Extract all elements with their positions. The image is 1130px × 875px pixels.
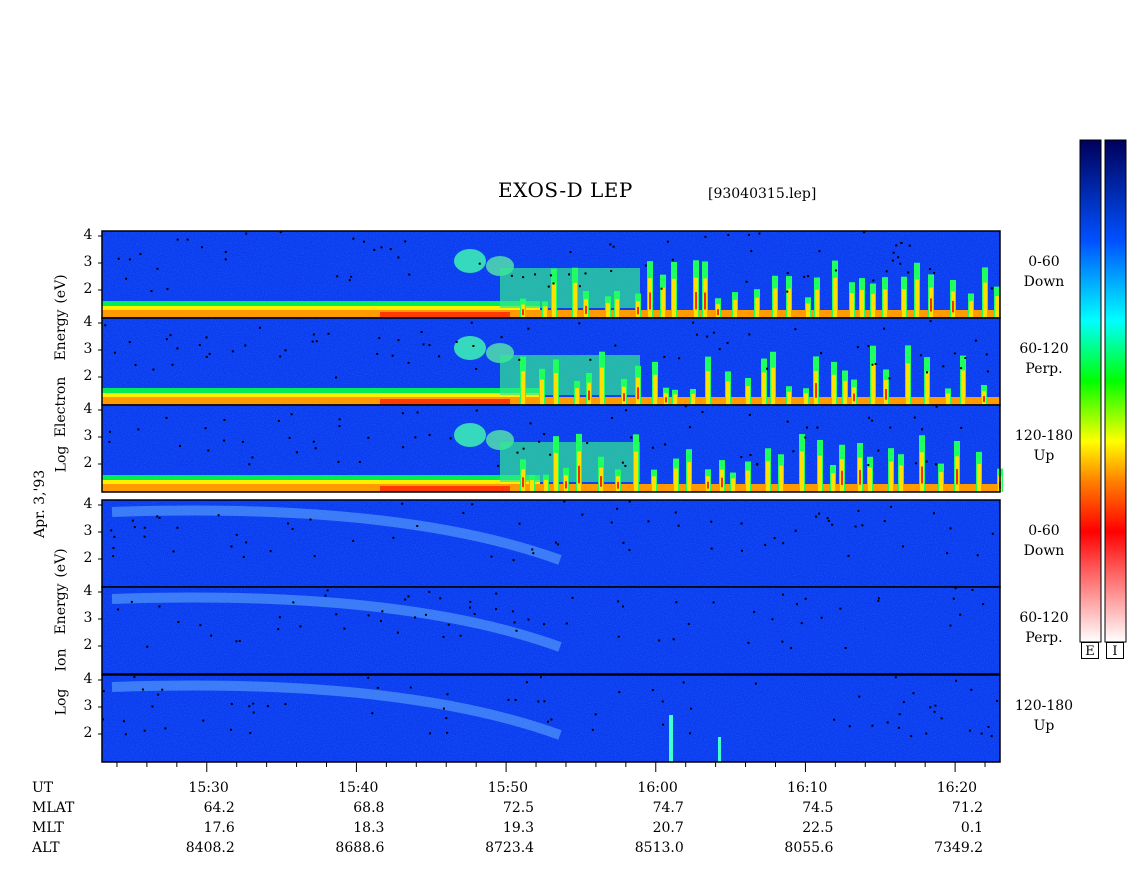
y-tick-label: 3 [83, 428, 93, 444]
y-tick-label: 2 [83, 725, 93, 741]
colorbar-ion [1104, 139, 1127, 643]
y-tick-label: 4 [83, 583, 93, 599]
y-tick-label: 2 [83, 368, 93, 384]
ephemeris-mlt-value: 17.6 [203, 820, 235, 836]
ephemeris-label-mlat: MLAT [32, 800, 75, 816]
spectrogram-panel-3 [101, 404, 1003, 493]
ephemeris-label-mlt: MLT [32, 820, 64, 836]
y-tick-label: 3 [83, 341, 93, 357]
y-tick-label: 4 [83, 401, 93, 417]
ephemeris-ut-value: 16:10 [787, 780, 828, 796]
ephemeris-mlt-value: 20.7 [652, 820, 684, 836]
ephemeris-mlt-value: 18.3 [353, 820, 385, 836]
spectrogram-panel-6 [101, 674, 1001, 763]
electron-ylabel-word-0: Log [53, 445, 69, 473]
file-name: [93040315.lep] [708, 186, 817, 202]
y-tick-label: 4 [83, 227, 93, 243]
ephemeris-ut-value: 15:30 [188, 780, 229, 796]
channel-label-2-direction: Perp. [1025, 361, 1063, 377]
ephemeris-mlt-value: 0.1 [960, 820, 984, 836]
ion-ylabel-word-2: Energy [53, 583, 69, 635]
channel-label-6-range: 120-180 [1014, 698, 1074, 714]
channel-label-6-direction: Up [1033, 718, 1055, 734]
ephemeris-mlt-value: 22.5 [802, 820, 834, 836]
y-tick-label: 3 [83, 698, 93, 714]
channel-label-4-direction: Down [1023, 543, 1065, 559]
channel-label-1-range: 0-60 [1028, 254, 1060, 270]
y-tick-label: 4 [83, 496, 93, 512]
spectrogram-panel-5 [101, 586, 1001, 675]
ephemeris-label-alt: ALT [32, 840, 60, 856]
ephemeris-ut-value: 15:50 [487, 780, 529, 796]
ion-ylabel-word-0: Log [53, 688, 69, 716]
chart-title: EXOS-D LEP [498, 178, 633, 202]
channel-label-1-direction: Down [1023, 274, 1065, 290]
channel-label-2-range: 60-120 [1019, 341, 1069, 357]
y-tick-label: 2 [83, 455, 93, 471]
y-tick-label: 2 [83, 637, 93, 653]
spectrogram-panel-2 [101, 317, 1001, 406]
date-label: Apr. 3,'93 [32, 469, 48, 538]
ephemeris-alt-value: 8513.0 [634, 840, 684, 856]
colorbar-ion-label: I [1106, 642, 1124, 659]
y-tick-label: 2 [83, 550, 93, 566]
y-tick-label: 4 [83, 671, 93, 687]
y-tick-label: 4 [83, 314, 93, 330]
channel-label-3-direction: Up [1033, 448, 1055, 464]
y-tick-label: 2 [83, 281, 93, 297]
ephemeris-mlat-value: 68.8 [353, 800, 385, 816]
colorbar-electron-label: E [1081, 642, 1099, 659]
spectrogram-panel-4 [101, 499, 1001, 588]
ephemeris-mlat-value: 71.2 [951, 800, 984, 816]
ephemeris-ut-value: 15:40 [338, 780, 379, 796]
y-tick-label: 3 [83, 254, 93, 270]
ephemeris-mlt-value: 19.3 [502, 820, 535, 836]
y-tick-label: 3 [83, 523, 93, 539]
electron-ylabel-word-1: Electron [53, 376, 69, 438]
ephemeris-mlat-value: 74.5 [802, 800, 834, 816]
electron-ylabel-word-2: Energy [53, 309, 69, 361]
ephemeris-mlat-value: 74.7 [652, 800, 684, 816]
channel-label-3-range: 120-180 [1014, 428, 1074, 444]
ephemeris-alt-value: 8688.6 [335, 840, 385, 856]
channel-label-5-direction: Perp. [1025, 630, 1063, 646]
y-tick-label: 3 [83, 610, 93, 626]
colorbar-electron [1079, 139, 1102, 643]
ephemeris-mlat-value: 64.2 [203, 800, 235, 816]
ephemeris-alt-value: 8723.4 [485, 840, 535, 856]
ion-ylabel-word-3: (eV) [53, 548, 69, 578]
ephemeris-ut-value: 16:20 [936, 780, 978, 796]
electron-ylabel-word-3: (eV) [53, 274, 69, 304]
channel-label-5-range: 60-120 [1019, 610, 1069, 626]
spectrogram-panel-1 [101, 230, 1001, 319]
ephemeris-alt-value: 8408.2 [185, 840, 235, 856]
ephemeris-alt-value: 8055.6 [784, 840, 834, 856]
ephemeris-mlat-value: 72.5 [502, 800, 535, 816]
channel-label-4-range: 0-60 [1028, 523, 1060, 539]
ephemeris-alt-value: 7349.2 [934, 840, 984, 856]
ephemeris-label-ut: UT [32, 780, 54, 796]
ion-ylabel-word-1: Ion [53, 648, 69, 672]
ephemeris-ut-value: 16:00 [637, 780, 678, 796]
